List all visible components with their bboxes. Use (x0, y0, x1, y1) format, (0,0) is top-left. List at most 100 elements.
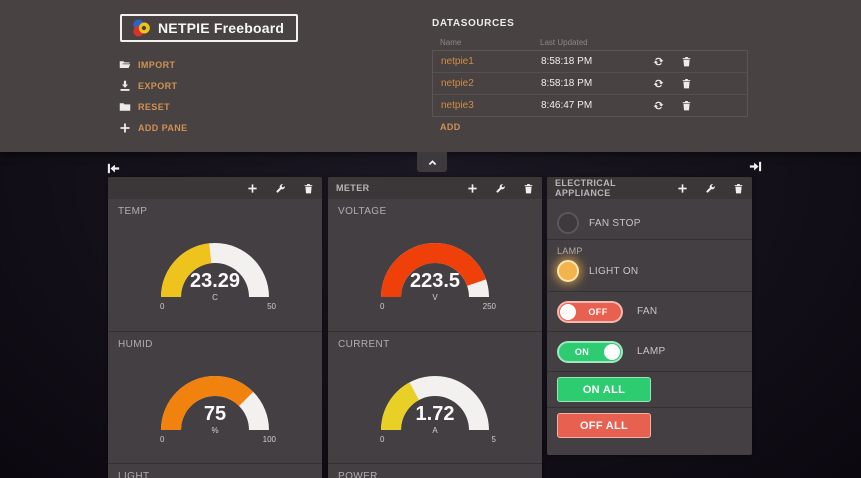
gauge-min: 0 (380, 302, 385, 311)
widget-title: POWER (338, 471, 378, 478)
current-gauge-widget: CURRENT 1.72 A 0 5 (328, 331, 542, 463)
toggle-label: FAN (637, 306, 658, 317)
table-row: netpie2 8:58:18 PM (433, 73, 747, 95)
trash-icon[interactable] (681, 56, 692, 67)
widget-title: TEMP (118, 206, 148, 217)
add-pane-button[interactable]: ADD PANE (119, 117, 188, 138)
datasource-last-updated: 8:46:47 PM (541, 100, 593, 111)
widget-title: VOLTAGE (338, 206, 387, 217)
header: NETPIE Freeboard IMPORT EXPORT RESET ADD… (0, 0, 861, 152)
gauge-value: 23.29 (189, 270, 241, 292)
datasource-name[interactable]: netpie1 (441, 56, 474, 67)
import-button[interactable]: IMPORT (119, 54, 188, 75)
import-label: IMPORT (138, 59, 176, 70)
power-gauge-widget: POWER (328, 463, 542, 478)
add-widget-icon[interactable] (677, 183, 688, 194)
reset-button[interactable]: RESET (119, 96, 188, 117)
temp-gauge-widget: TEMP 23.29 C 0 50 (108, 199, 322, 331)
datasources-title: DATASOURCES (432, 18, 515, 29)
arrow-to-left-icon (106, 161, 121, 176)
trash-icon[interactable] (303, 183, 314, 194)
refresh-icon[interactable] (653, 100, 664, 111)
indicator-label: LIGHT ON (589, 265, 639, 277)
table-row: netpie1 8:58:18 PM (433, 51, 747, 73)
gauge-min: 0 (380, 435, 385, 444)
toggle-knob (560, 303, 576, 320)
gauge-units: V (432, 293, 438, 302)
folder-open-icon (119, 59, 131, 71)
refresh-icon[interactable] (653, 56, 664, 67)
datasource-name[interactable]: netpie2 (441, 78, 474, 89)
plus-icon (119, 122, 131, 134)
toggle-state: ON (574, 346, 590, 357)
wrench-icon[interactable] (705, 183, 716, 194)
toggle-label: LAMP (637, 346, 666, 357)
gauge-arc (381, 243, 489, 297)
temp-gauge: 23.29 C 0 50 (140, 233, 290, 321)
off-all-widget: OFF ALL (547, 407, 752, 443)
gauge-arc (161, 243, 269, 297)
export-label: EXPORT (138, 80, 178, 91)
logo-text: NETPIE Freeboard (158, 20, 285, 36)
add-datasource-link[interactable]: ADD (440, 122, 461, 132)
column-name: Name (440, 38, 462, 47)
gauge-max: 250 (482, 302, 496, 311)
current-gauge: 1.72 A 0 5 (360, 366, 510, 454)
expand-right-button[interactable] (748, 159, 763, 179)
add-pane-label: ADD PANE (138, 122, 188, 133)
chevron-up-icon (427, 157, 438, 168)
datasource-name[interactable]: netpie3 (441, 100, 474, 111)
gauge-arc (381, 376, 489, 430)
pane-sensors: TEMP 23.29 C 0 50 HUMID 75 % 0 100 LIGHT (108, 177, 322, 478)
trash-icon[interactable] (733, 183, 744, 194)
trash-icon[interactable] (523, 183, 534, 194)
trash-icon[interactable] (681, 78, 692, 89)
board-menu: IMPORT EXPORT RESET ADD PANE (119, 54, 188, 138)
add-widget-icon[interactable] (467, 183, 478, 194)
pane-header: METER (328, 177, 542, 199)
pane-title: ELECTRICAL APPLIANCE (555, 178, 616, 198)
netpie-gear-logo-icon (131, 18, 151, 38)
pane-header: ELECTRICAL APPLIANCE (547, 177, 752, 199)
gauge-units: A (432, 426, 438, 435)
table-row: netpie3 8:46:47 PM (433, 95, 747, 116)
fan-toggle-widget: OFF FAN (547, 291, 752, 331)
lamp-toggle-switch[interactable]: ON (557, 340, 623, 363)
fan-toggle-switch[interactable]: OFF (557, 300, 623, 323)
voltage-gauge-widget: VOLTAGE 223.5 V 0 250 (328, 199, 542, 331)
datasources-table: netpie1 8:58:18 PM netpie2 8:58:18 PM ne… (432, 50, 748, 117)
gauge-arc (161, 376, 269, 430)
column-last-updated: Last Updated (540, 38, 588, 47)
indicator-light-icon (557, 260, 579, 282)
widget-title: HUMID (118, 339, 153, 350)
export-button[interactable]: EXPORT (119, 75, 188, 96)
gauge-min: 0 (160, 302, 165, 311)
refresh-icon[interactable] (653, 78, 664, 89)
datasources-panel: DATASOURCES Name Last Updated netpie1 8:… (432, 18, 748, 135)
gauge-units: C (212, 293, 218, 302)
gauge-max: 100 (262, 435, 276, 444)
logo: NETPIE Freeboard (120, 14, 298, 42)
off-all-button[interactable]: OFF ALL (557, 413, 651, 438)
indicator-light-icon (557, 212, 579, 234)
lamp-toggle-widget: ON LAMP (547, 331, 752, 371)
voltage-gauge: 223.5 V 0 250 (360, 233, 510, 321)
gauge-units: % (211, 426, 219, 435)
trash-icon[interactable] (681, 100, 692, 111)
gauge-max: 50 (267, 302, 276, 311)
download-icon (119, 80, 131, 92)
add-widget-icon[interactable] (247, 183, 258, 194)
pane-electrical-appliance: ELECTRICAL APPLIANCE FAN STOP LAMP LIGHT… (547, 177, 752, 455)
pane-title: METER (336, 183, 370, 193)
widget-title: LIGHT (118, 471, 150, 478)
indicator-label: FAN STOP (589, 217, 641, 229)
wrench-icon[interactable] (495, 183, 506, 194)
collapse-header-button[interactable] (417, 152, 447, 172)
toggle-state: OFF (588, 306, 608, 317)
fan-indicator-widget: FAN STOP (547, 199, 752, 239)
on-all-button[interactable]: ON ALL (557, 377, 651, 402)
toggle-knob (604, 343, 620, 360)
wrench-icon[interactable] (275, 183, 286, 194)
datasources-column-headers: Name Last Updated (432, 38, 748, 47)
